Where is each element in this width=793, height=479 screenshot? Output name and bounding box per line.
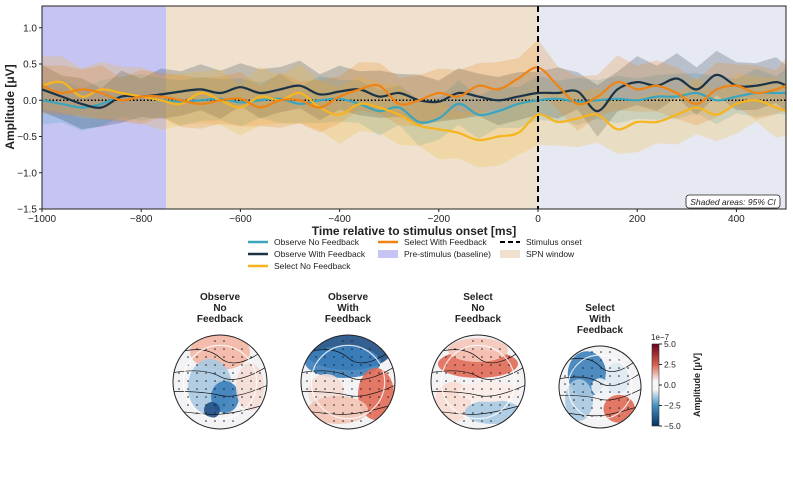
colorbar-label: Amplitude [μV] [692,353,702,417]
legend-swatch [378,250,398,258]
topomap-contour [173,385,267,397]
topomap-title-line: Select [463,292,493,303]
topomap-contour [431,347,525,364]
topomap-contour [173,347,267,364]
legend-item-observe-with-feedback: Observe With Feedback [248,249,366,259]
series-lines [42,66,786,142]
colorbar-tick-label: 2.5 [664,360,676,370]
topomap-sensors [178,340,261,422]
legend-item-spn-window: SPN window [500,249,575,259]
region-post-stimulus [538,6,786,209]
topomap-title-line: Feedback [455,314,502,325]
colorbar-tick-label: 5.0 [664,339,676,349]
topomap-outline [300,334,396,430]
y-tick-label: 1.0 [23,23,37,34]
topomap-field [565,351,635,423]
legend-item-observe-no-feedback: Observe No Feedback [248,237,360,247]
topomap-contour [301,385,395,397]
erp-line-chart: −1.5−1.0−0.50.00.51.0 −1000 −800 −600 −400−… [3,5,787,238]
series-line-select-no [42,80,786,142]
ci-annotation: Shaded areas: 95% CI [685,194,781,209]
colorbar-ticks: 5.0 2.5 0.0 −2.5 −5.0 [659,339,681,431]
y-tick-label: 0.0 [23,96,37,107]
topomap-field [188,335,264,418]
x-tick-label: −1000 [28,214,57,225]
topomap-contour [173,366,267,380]
topomap-title-line: Feedback [325,314,372,325]
topomap-title-line: With [589,314,611,325]
colorbar-scale: 1e−7 [651,333,670,342]
y-tick-label: −0.5 [17,132,37,143]
topomap-title-line: No [213,303,226,314]
legend-label: Select No Feedback [274,261,351,271]
x-tick-label: −400 [328,214,351,225]
y-axis-label: Amplitude [μV] [3,64,17,149]
topomap-contour [559,372,641,386]
topomap-contour [173,403,267,415]
topomap-title-line: Feedback [577,325,624,336]
topomap-contour [431,385,525,397]
topomap-contour [559,388,641,401]
topomap-title-line: Observe [328,292,368,303]
legend-item-select-with-feedback: Select With Feedback [378,237,487,247]
legend-item-pre-stimulus-baseline: Pre-stimulus (baseline) [378,249,491,259]
topomap-title-line: No [471,303,484,314]
topomap-outline [430,334,526,430]
topomap-contour [301,347,395,364]
colorbar-tick-label: −5.0 [664,421,681,431]
y-axis-ticks: −1.5 −1.0 −0.5 0.0 0.5 1.0 [17,23,42,216]
colorbar-gradient [651,343,660,427]
legend-label: SPN window [526,249,575,259]
topomap-title-line: Select [585,303,615,314]
plot-frame [41,5,787,210]
topomap-title-line: Feedback [197,314,244,325]
series-line-select-with [42,66,786,109]
topomap-contour [301,403,395,415]
topomap-contour [431,366,525,380]
legend-label: Observe No Feedback [274,237,360,247]
topomap-outline [172,334,268,430]
ci-annotation-text: Shaded areas: 95% CI [690,197,776,207]
legend-label: Pre-stimulus (baseline) [404,249,491,259]
topomap-contour [559,356,641,372]
topographic-maps: ObserveNoFeedbackObserveWithFeedbackSele… [172,292,642,430]
topomap-outline [558,345,642,429]
y-tick-label: 0.5 [23,60,37,71]
legend-label: Observe With Feedback [274,249,366,259]
x-tick-label: 200 [629,214,646,225]
legend-label: Select With Feedback [404,237,487,247]
x-tick-label: −800 [130,214,153,225]
y-tick-label: −1.5 [17,205,37,216]
colorbar: 1e−7 5.0 2.5 0.0 −2.5 −5.0 Amplitude [μV] [651,333,702,431]
topomap-title-line: With [337,303,359,314]
colorbar-tick-label: −2.5 [664,401,681,411]
legend-label: Stimulus onset [526,237,582,247]
x-tick-label: 0 [535,214,541,225]
x-axis-ticks: −1000 −800 −600 −400 −200 0 200 400 [28,209,745,225]
observe-no-ci-band [42,68,786,146]
x-axis-label: Time relative to stimulus onset [ms] [312,224,517,238]
legend-item-stimulus-onset: Stimulus onset [500,237,582,247]
topomap-contour [301,366,395,380]
y-tick-label: −1.0 [17,168,37,179]
legend-item-select-no-feedback: Select No Feedback [248,261,351,271]
x-tick-label: −600 [229,214,252,225]
topomap-sensors [306,340,389,422]
legend-swatch [500,250,520,258]
select-no-ci-band [42,56,786,168]
topomap-sensors [436,340,519,422]
colorbar-tick-label: 0.0 [664,380,676,390]
topomap-title-line: Observe [200,292,240,303]
topomap-sensors [564,351,629,417]
x-tick-label: 400 [728,214,745,225]
legend: Observe No Feedback Observe With Feedback… [248,237,582,271]
topomap-contour [559,405,641,417]
topomap-contour [431,403,525,415]
x-tick-label: −200 [428,214,451,225]
